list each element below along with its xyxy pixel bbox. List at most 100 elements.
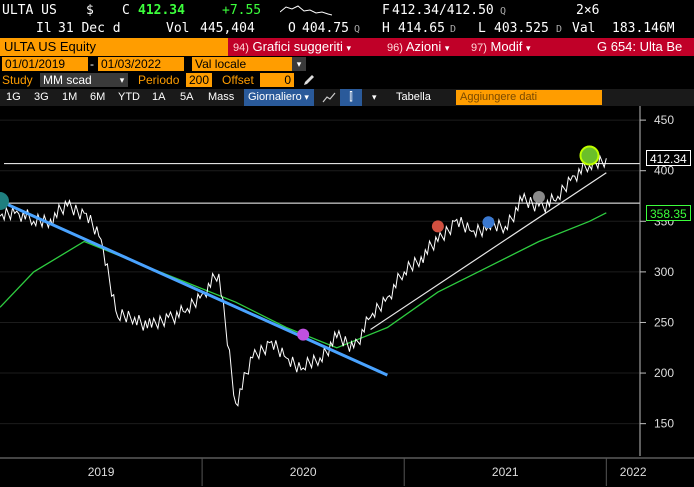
moving-average-line bbox=[0, 212, 607, 349]
chevron-down-icon[interactable]: ▾ bbox=[292, 57, 306, 71]
chart-grid bbox=[0, 119, 646, 425]
y-tick-label: 200 bbox=[654, 366, 674, 380]
horizontal-levels bbox=[4, 163, 640, 204]
period-3g-button[interactable]: 3G bbox=[34, 91, 49, 103]
chart-marker bbox=[431, 220, 444, 233]
study-label: Study bbox=[2, 73, 33, 87]
vol-label: Vol bbox=[166, 21, 190, 36]
page-label: G 654: Ulta Be bbox=[597, 39, 683, 54]
chevron-down-icon: ▾ bbox=[525, 43, 531, 53]
sparkline-icon bbox=[280, 5, 332, 16]
bid-ask-prefix: F bbox=[382, 3, 390, 18]
frequency-select[interactable]: Giornaliero ▾ bbox=[244, 89, 314, 106]
offset-label: Offset bbox=[222, 73, 254, 87]
candlestick-icon[interactable]: ⫿ bbox=[340, 89, 362, 106]
chart-markers bbox=[0, 145, 600, 341]
add-data-field[interactable]: Aggiungere dati bbox=[456, 90, 602, 105]
high-label: H bbox=[382, 21, 390, 36]
chevron-down-icon: ▾ bbox=[301, 92, 309, 102]
period-label: Periodo bbox=[138, 73, 180, 87]
pencil-icon[interactable] bbox=[302, 73, 316, 87]
moving-average-label: 358.35 bbox=[646, 204, 691, 221]
actions-button[interactable]: 96) Azioni ▾ bbox=[384, 38, 452, 56]
edit-button[interactable]: 97) Modif ▾ bbox=[468, 38, 533, 56]
open-suffix: Q bbox=[354, 24, 361, 35]
trend-lines bbox=[0, 172, 607, 377]
suggested-charts-num: 94) bbox=[233, 42, 249, 54]
high-value: 414.65 bbox=[398, 21, 445, 36]
ticker-label: ULTA US bbox=[2, 3, 57, 18]
currency-label: $ bbox=[86, 3, 94, 18]
chart-marker bbox=[297, 328, 310, 341]
low-suffix: D bbox=[556, 24, 563, 35]
quote-bar: ULTA US $ C 412.34 +7.55 F 412.34/412.50… bbox=[0, 0, 694, 20]
period-5a-button[interactable]: 5A bbox=[180, 91, 194, 103]
bid-ask-suffix: Q bbox=[500, 6, 507, 17]
actions-label: Azioni bbox=[405, 39, 442, 54]
chart-marker bbox=[579, 145, 600, 166]
frequency-select-value: Giornaliero bbox=[248, 91, 302, 103]
chevron-down-icon[interactable]: ▾ bbox=[116, 73, 128, 87]
period-1m-button[interactable]: 1M bbox=[62, 91, 78, 103]
line-chart-icon[interactable] bbox=[322, 91, 336, 104]
period-ytd-button[interactable]: YTD bbox=[118, 91, 140, 103]
y-tick-label: 450 bbox=[654, 113, 674, 127]
security-field[interactable]: ULTA US Equity bbox=[0, 38, 228, 56]
date-label: 31 Dec d bbox=[58, 21, 121, 36]
low-label: L bbox=[478, 21, 486, 36]
uptrend-line bbox=[370, 172, 607, 331]
price-series bbox=[0, 154, 607, 407]
vol-value: 445,404 bbox=[200, 21, 255, 36]
y-tick-label: 150 bbox=[654, 417, 674, 431]
y-tick-label: 250 bbox=[654, 315, 674, 329]
start-date-field[interactable]: 01/01/2019 bbox=[2, 57, 88, 71]
val-value: 183.146M bbox=[612, 21, 675, 36]
period-field[interactable]: 200 bbox=[186, 73, 212, 87]
price-line bbox=[0, 154, 607, 407]
study-select-value: MM scad bbox=[43, 73, 92, 87]
x-tick-label: 2021 bbox=[492, 465, 519, 479]
date-separator: - bbox=[90, 57, 94, 71]
price-prefix: C bbox=[122, 3, 130, 18]
y-tick-label: 400 bbox=[654, 164, 674, 178]
offset-field[interactable]: 0 bbox=[260, 73, 294, 87]
currency-select-value: Val locale bbox=[195, 57, 247, 71]
chevron-down-icon[interactable]: ▾ bbox=[372, 92, 377, 102]
suggested-charts-button[interactable]: 94) Grafici suggeriti ▾ bbox=[230, 38, 354, 56]
period-max-button[interactable]: Mass bbox=[208, 91, 235, 103]
table-button[interactable]: Tabella bbox=[396, 91, 431, 103]
suggested-charts-label: Grafici suggeriti bbox=[252, 39, 343, 54]
chevron-down-icon: ▾ bbox=[444, 43, 450, 53]
last-price: 412.34 bbox=[138, 3, 185, 18]
chart-marker bbox=[0, 192, 9, 211]
open-label: O bbox=[288, 21, 296, 36]
end-date-field[interactable]: 01/03/2022 bbox=[98, 57, 184, 71]
il-label: Il bbox=[36, 21, 52, 36]
price-change: +7.55 bbox=[222, 3, 262, 18]
open-value: 404.75 bbox=[302, 21, 349, 36]
period-1a-button[interactable]: 1A bbox=[152, 91, 166, 103]
period-1g-button[interactable]: 1G bbox=[6, 91, 21, 103]
low-value: 403.525 bbox=[494, 21, 549, 36]
edit-label: Modif bbox=[490, 39, 523, 54]
x-tick-label: 2019 bbox=[88, 465, 115, 479]
stats-bar: Il 31 Dec d Vol 445,404 O 404.75 Q H 414… bbox=[0, 19, 694, 38]
last-price-label: 412.34 bbox=[646, 150, 691, 167]
x-axis: 2019 2020 2021 2022 bbox=[0, 457, 694, 486]
moving-average-series bbox=[0, 212, 607, 349]
bid-ask: 412.34/412.50 bbox=[392, 3, 494, 18]
chart-marker bbox=[532, 191, 545, 204]
chevron-down-icon: ▾ bbox=[346, 43, 351, 53]
edit-num: 97) bbox=[471, 42, 487, 54]
val-label: Val bbox=[572, 21, 596, 36]
study-select[interactable]: MM scad bbox=[40, 73, 116, 87]
period-6m-button[interactable]: 6M bbox=[90, 91, 106, 103]
trade-size: 2×6 bbox=[576, 3, 600, 18]
y-tick-label: 300 bbox=[654, 265, 674, 279]
actions-num: 96) bbox=[387, 42, 403, 54]
high-suffix: D bbox=[450, 24, 457, 35]
currency-select[interactable]: Val locale bbox=[192, 57, 292, 71]
x-tick-label: 2022 bbox=[620, 465, 647, 479]
chart-marker bbox=[482, 216, 495, 229]
